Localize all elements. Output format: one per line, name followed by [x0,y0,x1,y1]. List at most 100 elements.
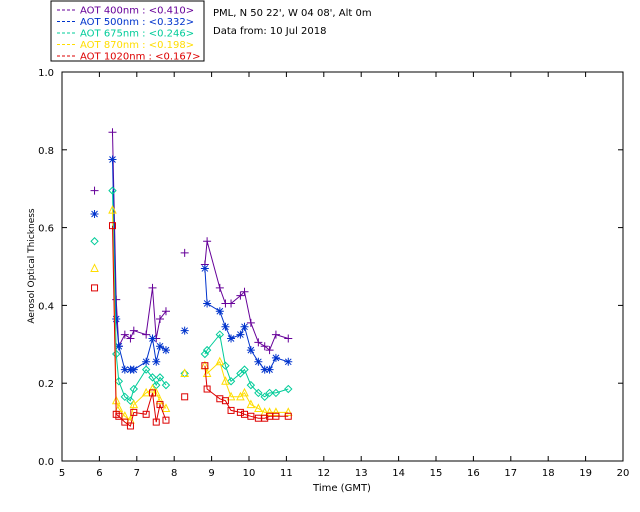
x-tick-label: 11 [280,468,293,479]
square-marker [221,397,229,405]
plus-marker [126,334,135,343]
diamond-marker [215,330,225,339]
asterisk-marker [108,155,117,164]
x-tick-label: 19 [579,468,592,479]
triangle-marker [240,387,249,397]
triangle-marker [129,399,139,409]
asterisk-marker [203,299,212,308]
asterisk-marker [254,357,263,366]
diamond-marker [202,345,212,355]
asterisk-marker [142,357,151,366]
x-tick-label: 9 [208,468,214,479]
square-marker [227,406,235,414]
legend-frame [50,0,205,62]
legend-entry: AOT 1020nm : <0.167> [80,52,200,63]
asterisk-marker [221,322,230,331]
plus-marker [240,287,249,296]
series-group [90,155,293,374]
legend: AOT 400nm : <0.410>AOT 500nm : <0.332>AO… [50,0,205,63]
x-tick-label: 16 [467,468,480,479]
plus-marker [260,342,269,351]
asterisk-marker [152,357,161,366]
square-marker [236,408,244,416]
y-tick-label: 0.8 [38,146,54,157]
triangle-marker [221,376,230,385]
triangle-marker [283,407,293,416]
triangle-marker [180,368,189,377]
plus-marker [254,338,263,347]
triangle-marker [108,204,117,214]
diamond-marker [112,349,121,359]
asterisk-marker [265,365,274,374]
diamond-marker [284,384,293,394]
triangle-marker [148,383,157,393]
asterisk-marker [90,209,99,218]
triangle-marker [151,387,161,397]
asterisk-marker [215,307,224,316]
x-axis-label: Time (GMT) [312,483,371,494]
diamond-marker [114,377,124,386]
plus-marker [142,330,151,339]
x-tick-label: 13 [355,468,368,479]
square-marker [181,393,189,401]
triangle-marker [265,407,274,416]
plus-marker [215,283,224,292]
series-layer [90,128,293,430]
y-axis-label: Aerosol Optical Thickness [27,208,37,324]
diamond-marker [260,392,269,402]
plus-marker [203,237,212,246]
plus-marker [155,315,164,324]
asterisk-marker [271,353,280,362]
square-marker [91,284,99,292]
diamond-marker [120,392,130,402]
asterisk-marker [260,365,269,374]
legend-entry: AOT 500nm : <0.332> [80,17,194,28]
square-marker [152,418,160,426]
asterisk-marker [155,342,164,351]
diamond-marker [254,388,263,398]
triangle-marker [141,387,151,397]
plus-marker [120,330,129,339]
asterisk-marker [246,346,255,355]
x-tick-label: 12 [317,468,330,479]
plus-marker [129,326,138,335]
plus-marker [271,330,280,339]
square-marker [115,412,123,420]
square-marker [130,408,138,416]
asterisk-marker [240,322,249,331]
diamond-marker [141,365,151,374]
triangle-marker [215,356,225,366]
asterisk-marker [112,315,121,324]
asterisk-marker [114,342,123,351]
diamond-marker [90,237,99,246]
diamond-marker [246,380,256,390]
diamond-marker [108,186,117,195]
asterisk-marker [161,346,170,355]
y-tick-label: 0.6 [38,224,54,235]
square-marker [126,422,134,430]
series-group [91,222,292,430]
triangle-marker [226,391,236,401]
plus-marker [246,318,255,327]
triangle-marker [246,399,256,409]
square-marker [149,389,157,397]
diamond-marker [148,373,157,382]
plus-marker [265,346,274,355]
diamond-marker [161,380,171,390]
x-tick-label: 20 [617,468,630,479]
x-tick-label: 10 [243,468,256,479]
plus-marker [148,283,157,292]
square-marker [121,418,129,426]
plus-marker [236,291,245,300]
asterisk-marker [129,365,138,374]
series-group [90,186,293,405]
plot-frame [61,71,624,462]
y-tick-label: 0.0 [38,457,54,468]
asterisk-marker [236,330,245,339]
axes: 5 6 7 8 9 10 11 12 13 14 15 16 17 18 19 20 0.0 0.2 0.4 0.6 0… [38,68,629,479]
square-marker [142,410,150,418]
y-tick-label: 0.2 [38,379,54,390]
square-marker [162,416,170,424]
square-marker [203,385,211,393]
